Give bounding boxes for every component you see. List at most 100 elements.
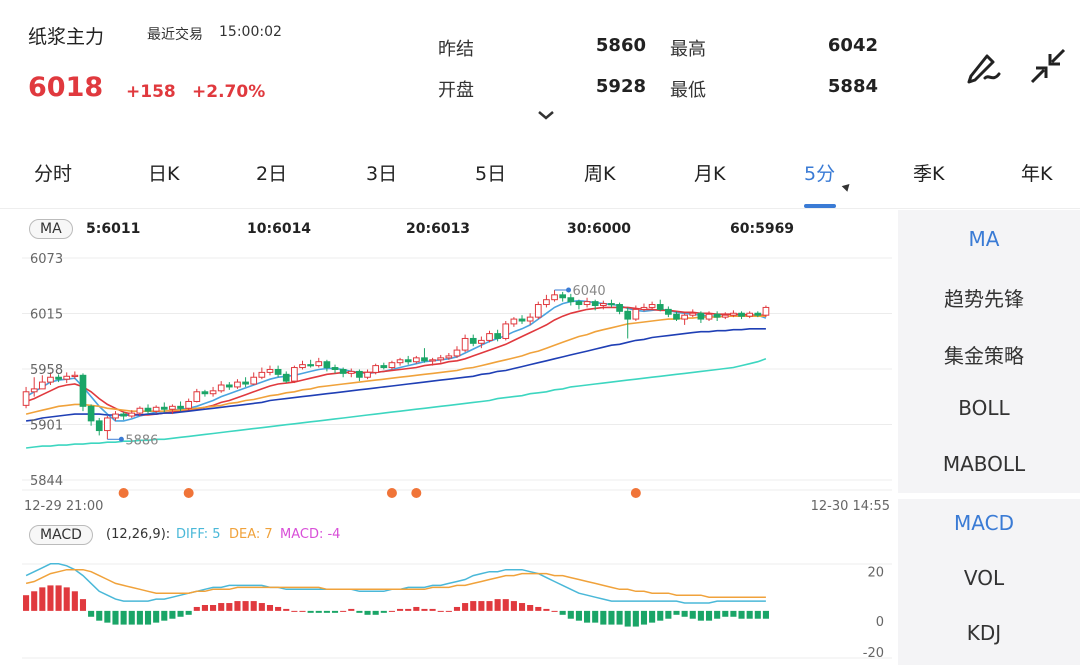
macd-bar-positive xyxy=(518,603,526,611)
macd-bar-negative xyxy=(559,610,566,615)
tab-yearly-k[interactable]: 年K xyxy=(1021,163,1053,185)
macd-bar-negative xyxy=(608,610,615,625)
candle-up xyxy=(266,368,274,373)
candle-up xyxy=(347,370,355,374)
ma-badge[interactable]: MA xyxy=(29,219,73,239)
indicator-trend-pioneer[interactable]: 趋势先锋 xyxy=(944,287,1024,311)
candle-down xyxy=(120,413,127,417)
macd-bar-negative xyxy=(600,610,607,625)
event-dot xyxy=(411,488,422,498)
candle-up xyxy=(681,314,688,320)
macd-bar-positive xyxy=(348,608,355,611)
candle-up xyxy=(730,312,737,316)
macd-params: (12,26,9): xyxy=(106,527,171,542)
indicator-side-panel xyxy=(898,210,1080,665)
candle-down xyxy=(469,337,477,344)
macd-bar-negative xyxy=(177,610,184,617)
macd-bar-positive xyxy=(275,606,282,611)
macd-diff-line xyxy=(25,563,766,604)
macd-bar-positive xyxy=(63,587,70,611)
indicator-ma[interactable]: MA xyxy=(968,227,1000,251)
candle-down xyxy=(380,365,388,369)
indicator-vol[interactable]: VOL xyxy=(963,566,1005,590)
candle-up xyxy=(136,407,144,414)
indicator-boll[interactable]: BOLL xyxy=(958,396,1010,420)
kline-chart[interactable]: 6073 6015 5958 5901 5844 6040 5886 12-29 21:00 1… xyxy=(0,240,898,515)
candle-up xyxy=(364,371,371,378)
candle-up xyxy=(291,367,298,382)
low-marker-dot xyxy=(118,436,124,442)
low-annotation: 5886 xyxy=(125,433,158,448)
macd-bar-positive xyxy=(283,608,290,611)
candle-down xyxy=(87,405,95,422)
macd-bar-positive xyxy=(47,585,54,611)
candle-up xyxy=(640,306,648,310)
candle-down xyxy=(274,368,282,375)
high-annotation: 6040 xyxy=(573,284,606,299)
candle-up xyxy=(478,339,485,344)
macd-badge[interactable]: MACD xyxy=(29,525,93,545)
shrink-icon[interactable] xyxy=(1028,46,1068,86)
candle-up xyxy=(534,304,542,318)
tab-3day[interactable]: 3日 xyxy=(366,163,398,185)
macd-bar-negative xyxy=(96,610,103,621)
macd-bar-positive xyxy=(23,595,30,611)
stat-label-high: 最高 xyxy=(670,39,706,60)
last-price: 6018 xyxy=(28,72,104,103)
candle-up xyxy=(721,314,729,318)
tab-5min[interactable]: 5分 xyxy=(804,163,836,185)
macd-bar-positive xyxy=(421,608,428,611)
candle-up xyxy=(209,390,217,395)
indicator-gold-strategy[interactable]: 集金策略 xyxy=(944,344,1024,368)
candle-up xyxy=(445,355,453,359)
side-panel-separator xyxy=(898,493,1080,499)
candle-down xyxy=(494,333,501,339)
candle-down xyxy=(242,381,249,385)
candle-down xyxy=(665,308,672,315)
macd-bar-positive xyxy=(340,610,347,612)
indicator-kdj[interactable]: KDJ xyxy=(966,621,1002,645)
macd-bar-positive xyxy=(453,606,461,611)
macd-bar-negative xyxy=(592,610,599,623)
candle-up xyxy=(112,413,119,419)
macd-bar-negative xyxy=(665,610,672,619)
macd-bar-negative xyxy=(697,610,704,621)
tab-2day[interactable]: 2日 xyxy=(256,163,288,185)
candle-up xyxy=(429,359,436,362)
y-tick-label: 6015 xyxy=(30,308,63,323)
tab-weekly-k[interactable]: 周K xyxy=(584,163,616,185)
macd-bar-negative xyxy=(169,610,176,619)
pen-icon[interactable] xyxy=(963,46,1003,86)
indicator-macd[interactable]: MACD xyxy=(954,511,1014,535)
y-tick-label: 5844 xyxy=(30,474,63,489)
candle-up xyxy=(299,364,306,369)
tab-daily-k[interactable]: 日K xyxy=(148,163,180,185)
tab-quarterly-k[interactable]: 季K xyxy=(913,163,945,185)
candle-up xyxy=(396,359,404,364)
macd-bar-negative xyxy=(356,610,363,613)
macd-bar-negative xyxy=(657,610,664,621)
candle-up xyxy=(583,301,591,306)
candle-down xyxy=(754,312,762,316)
instrument-title: 纸浆主力 xyxy=(28,26,105,48)
event-dot xyxy=(183,488,194,498)
stat-label-prev-settle: 昨结 xyxy=(438,39,474,60)
tab-monthly-k[interactable]: 月K xyxy=(694,163,726,185)
macd-bar-negative xyxy=(746,610,753,619)
macd-bar-positive xyxy=(527,605,534,611)
candle-down xyxy=(713,313,721,318)
macd-bar-positive xyxy=(242,601,249,611)
macd-bar-negative xyxy=(136,610,143,625)
macd-bar-negative xyxy=(88,610,95,617)
y-tick-label: 5901 xyxy=(30,419,63,434)
macd-chart[interactable]: 20 0 -20 xyxy=(0,548,898,665)
macd-bar-positive xyxy=(413,606,420,611)
indicator-maboll[interactable]: MABOLL xyxy=(942,452,1026,476)
caret-down-icon[interactable] xyxy=(841,181,853,192)
chevron-down-icon[interactable] xyxy=(536,108,556,122)
tab-intraday[interactable]: 分时 xyxy=(34,163,73,185)
macd-bar-negative xyxy=(161,610,168,621)
macd-dea-line xyxy=(25,568,766,598)
tab-5day[interactable]: 5日 xyxy=(475,163,507,185)
macd-bar-positive xyxy=(397,608,404,611)
